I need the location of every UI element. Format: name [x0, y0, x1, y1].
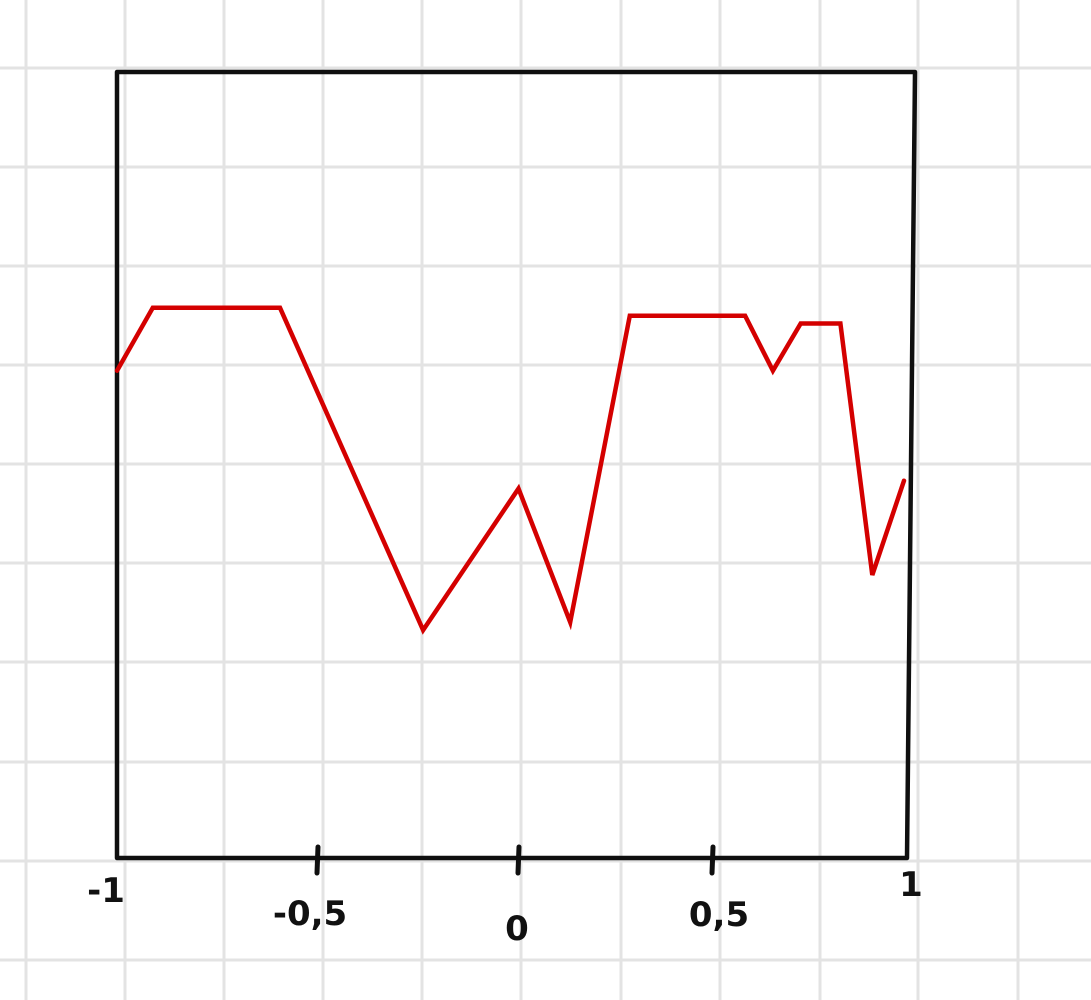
x-tick-mark [515, 844, 522, 876]
x-tick-mark [314, 844, 321, 876]
series-layer [114, 305, 907, 635]
x-tick-label: 1 [899, 865, 923, 905]
plot-frame-border [114, 69, 918, 861]
x-tick-mark [709, 844, 716, 876]
x-tick-label: 0 [505, 909, 529, 949]
x-tick-label: 0,5 [689, 895, 749, 935]
plot-frame [114, 69, 918, 861]
x-tick-label: -0,5 [273, 894, 347, 934]
x-axis-tick-labels: -1 -0,5 0 0,5 1 [87, 865, 923, 949]
x-tick-label: -1 [87, 871, 125, 911]
x-axis-ticks [314, 844, 716, 876]
series-line [114, 305, 907, 635]
